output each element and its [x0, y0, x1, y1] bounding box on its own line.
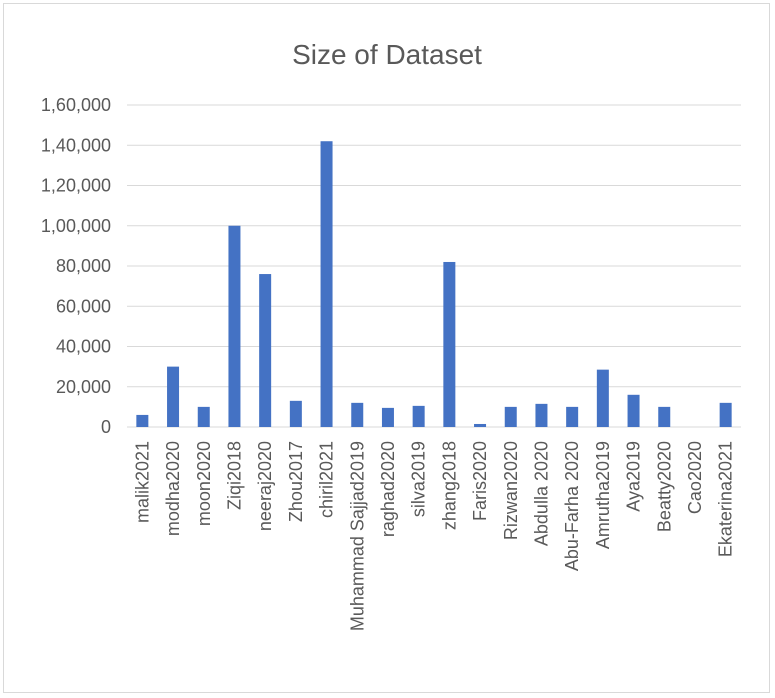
y-tick-label: 1,60,000 — [41, 95, 111, 115]
x-category-label: Rizwan2020 — [501, 441, 521, 540]
bar-raghad2020 — [381, 407, 394, 427]
bar-zhang2018 — [443, 261, 456, 427]
bars — [136, 141, 732, 427]
bar-faris2020 — [474, 423, 487, 427]
bar-chiril2021 — [320, 141, 333, 427]
x-category-label: Aya2019 — [624, 441, 644, 512]
y-tick-label: 20,000 — [56, 377, 111, 397]
y-tick-label: 1,40,000 — [41, 135, 111, 155]
bar-abu-farha-2020 — [566, 406, 579, 427]
x-category-label: Ziqi2018 — [224, 441, 244, 510]
x-category-label: modha2020 — [163, 441, 183, 536]
bar-rizwan2020 — [504, 406, 517, 427]
chart-title: Size of Dataset — [292, 39, 482, 70]
x-category-label: raghad2020 — [378, 441, 398, 537]
y-tick-label: 1,20,000 — [41, 176, 111, 196]
x-category-label: malik2021 — [132, 441, 152, 523]
y-tick-label: 40,000 — [56, 337, 111, 357]
x-category-label: chiril2021 — [317, 441, 337, 518]
bar-amrutha2019 — [596, 369, 609, 427]
bar-silva2019 — [412, 405, 425, 427]
x-axis-category-labels: malik2021 modha2020 moon2020 Ziqi2018 neeraj… — [132, 441, 735, 631]
y-tick-label: 0 — [101, 417, 111, 437]
bar-zhou2017 — [289, 400, 302, 427]
bar-aya2019 — [627, 394, 640, 427]
bar-ekaterina2021 — [719, 402, 732, 427]
bar-beatty2020 — [658, 406, 671, 427]
bar-neeraj2020 — [259, 274, 272, 427]
x-category-label: Abu-Farha 2020 — [562, 441, 582, 571]
x-category-label: Ekaterina2021 — [716, 441, 736, 557]
x-category-label: Zhou2017 — [286, 441, 306, 522]
bar-malik2021 — [136, 414, 149, 427]
x-category-label: Abdulla 2020 — [531, 441, 551, 546]
x-category-label: zhang2018 — [439, 441, 459, 530]
y-tick-label: 60,000 — [56, 296, 111, 316]
y-tick-label: 1,00,000 — [41, 216, 111, 236]
gridlines — [127, 104, 741, 428]
bar-ziqi2018 — [228, 225, 241, 427]
x-category-label: Amrutha2019 — [593, 441, 613, 549]
x-category-label: Beatty2020 — [654, 441, 674, 532]
bar-moon2020 — [197, 406, 210, 427]
x-category-label: neeraj2020 — [255, 441, 275, 531]
x-category-label: Cao2020 — [685, 441, 705, 514]
y-axis-tick-labels: 0 20,000 40,000 60,000 80,000 1,00,000 1,20,00… — [41, 95, 111, 437]
y-tick-label: 80,000 — [56, 256, 111, 276]
x-category-label: silva2019 — [409, 441, 429, 517]
x-category-label: Muhammad Sajjad2019 — [347, 441, 367, 631]
x-category-label: Faris2020 — [470, 441, 490, 521]
x-category-label: moon2020 — [194, 441, 214, 526]
bar-muhammad-sajjad2019 — [351, 402, 364, 427]
bar-chart: Size of Dataset 0 20,000 40,000 60,000 80,00… — [41, 39, 741, 631]
bar-modha2020 — [167, 366, 180, 427]
chart-frame: Size of Dataset 0 20,000 40,000 60,000 80,00… — [3, 3, 770, 693]
bar-abdulla-2020 — [535, 403, 548, 427]
